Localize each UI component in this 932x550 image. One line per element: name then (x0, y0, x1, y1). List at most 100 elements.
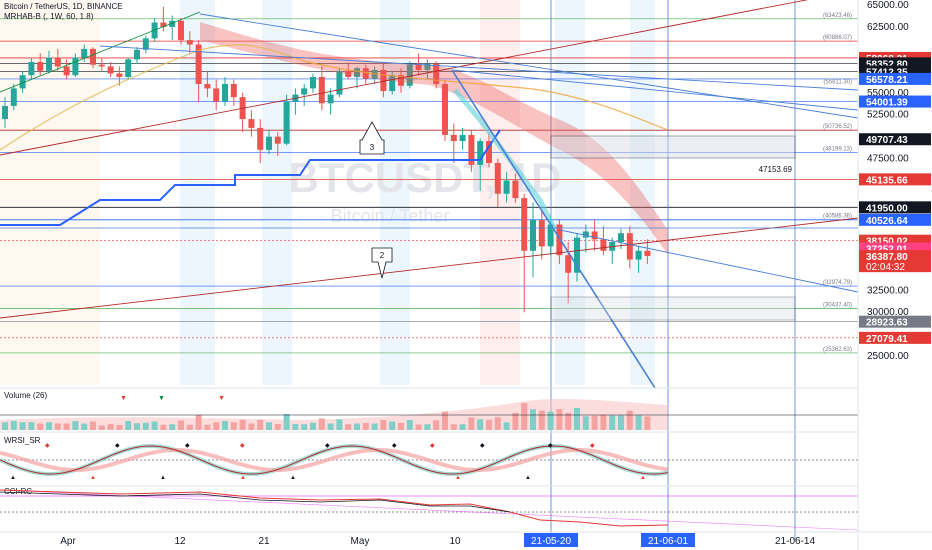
candle-body (565, 255, 572, 273)
volume-marker: ▼ (158, 395, 165, 402)
wrsi-marker: ▲ (525, 475, 531, 481)
candle-body (283, 101, 290, 144)
chart-header: Bitcoin / TetherUS, 1D, BINANCE MRHAB-B … (4, 2, 123, 22)
wrsi-marker: ◆ (590, 443, 595, 449)
price-tick: 32500.00 (867, 285, 909, 296)
indicator-title: MRHAB-B (, 1W, 60, 1.8) (4, 12, 94, 21)
wrsi-marker: ◆ (240, 443, 245, 449)
price-label: 38150.02 (866, 237, 908, 248)
wrsi-marker: ◆ (480, 443, 485, 449)
volume-ma-area (0, 398, 668, 430)
volume-bar (318, 418, 325, 430)
volume-bar (547, 411, 554, 430)
time-tick: Apr (60, 536, 76, 547)
price-label-box (859, 201, 931, 214)
candle-body (301, 88, 308, 95)
time-tick: 21-05-20 (531, 536, 571, 547)
wrsi-marker: ◆ (45, 443, 50, 449)
wrsi-marker: ▲ (455, 475, 461, 481)
level-label: (32974.79) (823, 280, 852, 286)
volume-bar (398, 423, 404, 430)
volume-bar (301, 424, 308, 430)
volume-bar (230, 422, 237, 430)
volume-bar (2, 422, 8, 430)
volume-marker: ▼ (218, 395, 225, 402)
candle-body (362, 68, 369, 79)
volume-bar (10, 421, 17, 430)
cci-line (0, 489, 859, 531)
candle-body (248, 119, 255, 128)
volume-bar (72, 421, 79, 430)
cci-line (0, 491, 511, 513)
trendline (99, 45, 859, 91)
price-label: 36387.80 (866, 252, 908, 263)
candle-body (107, 66, 114, 74)
candle-body (81, 48, 88, 58)
price-tick: 62500.00 (867, 22, 909, 33)
candle-body (442, 84, 448, 135)
volume-bar (459, 424, 466, 430)
volume-marker: ▼ (120, 395, 127, 402)
moving-average (0, 44, 301, 151)
volume-bar (28, 422, 35, 430)
candle-body (19, 75, 26, 89)
candle-body (345, 70, 352, 77)
volume-bar (283, 414, 290, 430)
volume-bar (380, 420, 387, 430)
volume-bar (107, 424, 114, 430)
price-label: 41950.00 (866, 203, 908, 214)
volume-bar (618, 415, 624, 430)
callout-label: 2 (380, 251, 385, 260)
candle-body (521, 198, 528, 251)
volume-bar (204, 424, 211, 430)
volume-bar (644, 416, 651, 430)
volume-bar (336, 419, 343, 430)
volume-bar (477, 419, 484, 430)
candle-body (486, 141, 492, 163)
volume-bar (178, 420, 184, 430)
candle-body (266, 136, 272, 150)
candle-body (389, 75, 396, 92)
callout-2: 2 (371, 247, 393, 279)
price-label-box (859, 250, 931, 273)
candle-body (424, 63, 431, 70)
volume-bar (248, 423, 255, 430)
time-tick: May (351, 536, 370, 547)
wrsi-marker: ◆ (185, 443, 190, 449)
price-label: 37252.01 (866, 245, 908, 256)
price-label-box (859, 173, 931, 186)
wrsi-band (0, 447, 669, 473)
candle-body (618, 233, 624, 242)
price-tick: 52500.00 (867, 110, 909, 121)
volume-bar (54, 423, 61, 430)
bg-band (380, 0, 410, 385)
volume-bar (239, 419, 246, 430)
callout-3: 3 (359, 121, 385, 155)
time-label-box (641, 533, 695, 547)
candle-body (503, 180, 510, 194)
level-label: (63423.46) (823, 13, 852, 19)
candle-body (274, 136, 281, 144)
price-label-box (859, 133, 931, 146)
candle-body (72, 57, 79, 76)
candle-body (380, 69, 387, 92)
volume-bar (442, 411, 448, 430)
stair-line (0, 129, 501, 226)
candle-body (318, 76, 325, 104)
volume-title: Volume (26) (4, 391, 47, 400)
candle-body (591, 231, 598, 240)
candle-body (10, 88, 17, 106)
callout-label: 3 (370, 143, 375, 152)
volume-bar (266, 422, 272, 430)
candle-body (582, 231, 589, 238)
volume-bar (169, 424, 176, 430)
price-label: 49707.43 (866, 135, 908, 146)
candle-body (230, 84, 237, 98)
level-label: (30437.40) (823, 302, 852, 308)
wrsi-marker: ▲ (240, 475, 246, 481)
candle-body (134, 49, 140, 60)
candle-body (195, 44, 202, 84)
zone-box (550, 135, 796, 159)
candle-body (204, 84, 211, 89)
